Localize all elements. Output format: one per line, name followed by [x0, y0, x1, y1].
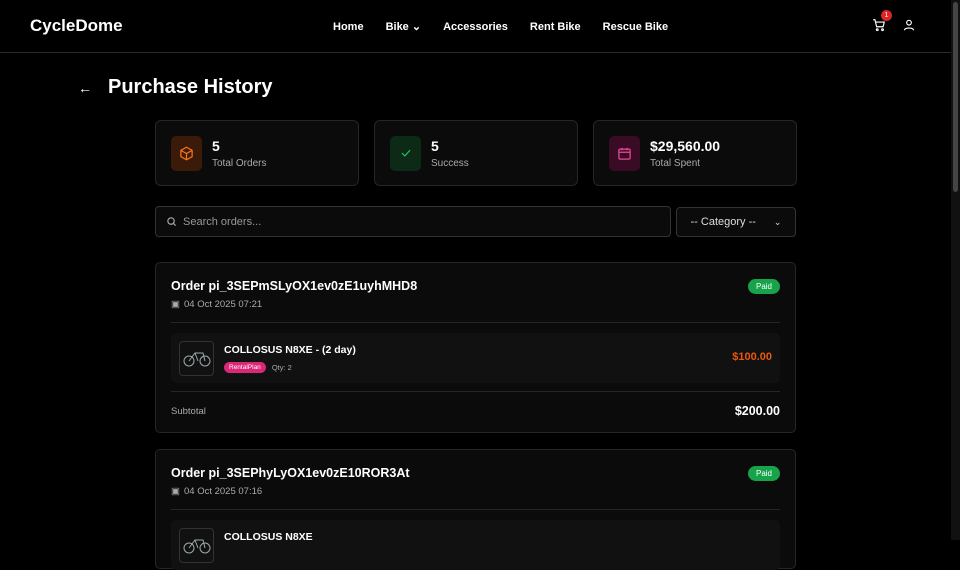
nav-bike-label: Bike — [385, 21, 409, 33]
page-title: Purchase History — [108, 76, 273, 98]
calendar-icon — [618, 147, 631, 160]
bike-thumbnail — [179, 527, 214, 563]
nav-bike[interactable]: Bike ⌄ — [386, 20, 422, 33]
cart-button[interactable]: 1 — [872, 10, 892, 37]
logo[interactable]: CycleDome — [30, 16, 123, 35]
order-date: 04 Oct 2025 07:21 — [183, 299, 263, 310]
scrollbar[interactable] — [951, 0, 960, 540]
chevron-down-icon: ⌄ — [411, 21, 422, 33]
stat-value: $29,560.00 — [650, 137, 721, 154]
order-id: Order pi_3SEPmSLyOX1ev0zE1uyhMHD8 — [171, 279, 418, 293]
stat-label: Success — [431, 157, 469, 169]
order-date: 04 Oct 2025 07:16 — [183, 486, 263, 497]
stat-value: 5 — [431, 137, 439, 154]
category-selected: -- Category -- — [690, 216, 756, 228]
nav-rescue-bike[interactable]: Rescue Bike — [602, 20, 669, 33]
category-select[interactable]: -- Category -- ⌄ — [676, 207, 796, 237]
order-card: Order pi_3SEPmSLyOX1ev0zE1uyhMHD8 ▣ 04 Oc… — [155, 262, 796, 433]
item-qty: Qty: 2 — [271, 362, 292, 372]
nav-home[interactable]: Home — [333, 20, 364, 33]
search-input[interactable]: Search orders... — [155, 206, 671, 237]
calendar-icon: ▣ — [171, 486, 180, 497]
back-arrow-icon[interactable]: ← — [78, 79, 92, 96]
item-name: COLLOSUS N8XE — [224, 531, 313, 543]
nav-accessories[interactable]: Accessories — [443, 20, 508, 33]
item-price: $100.00 — [732, 351, 772, 363]
search-placeholder: Search orders... — [183, 215, 262, 228]
stat-success: 5 Success — [374, 120, 578, 186]
order-item: COLLOSUS N8XE - (2 day) RentalPlan Qty: 2… — [171, 333, 780, 383]
stat-total-spent: $29,560.00 Total Spent — [593, 120, 797, 186]
stat-label: Total Spent — [650, 157, 701, 169]
search-icon — [167, 217, 177, 227]
stat-label: Total Orders — [212, 157, 267, 169]
order-item: COLLOSUS N8XE — [171, 520, 780, 570]
rental-plan-tag: RentalPlan — [224, 361, 266, 373]
item-name: COLLOSUS N8XE - (2 day) — [224, 343, 356, 356]
cart-icon — [873, 19, 885, 32]
stat-value: 5 — [212, 137, 220, 154]
order-id: Order pi_3SEPhyLyOX1ev0zE10ROR3At — [171, 466, 410, 480]
box-icon — [180, 146, 193, 160]
user-icon[interactable] — [902, 18, 916, 32]
status-badge: Paid — [747, 466, 780, 481]
status-badge: Paid — [747, 279, 780, 294]
subtotal-value: $200.00 — [734, 404, 780, 418]
nav-rent-bike[interactable]: Rent Bike — [529, 20, 581, 33]
calendar-icon: ▣ — [171, 299, 180, 310]
stat-total-orders: 5 Total Orders — [155, 120, 359, 186]
order-card: Order pi_3SEPhyLyOX1ev0zE10ROR3At ▣ 04 Oc… — [155, 449, 796, 570]
navbar: CycleDome Home Bike ⌄ Accessories Rent B… — [0, 0, 960, 53]
bike-thumbnail — [179, 340, 214, 376]
check-icon — [401, 149, 411, 157]
chevron-down-icon: ⌄ — [773, 216, 782, 227]
subtotal-label: Subtotal — [171, 405, 206, 417]
cart-count-badge: 1 — [881, 10, 892, 21]
